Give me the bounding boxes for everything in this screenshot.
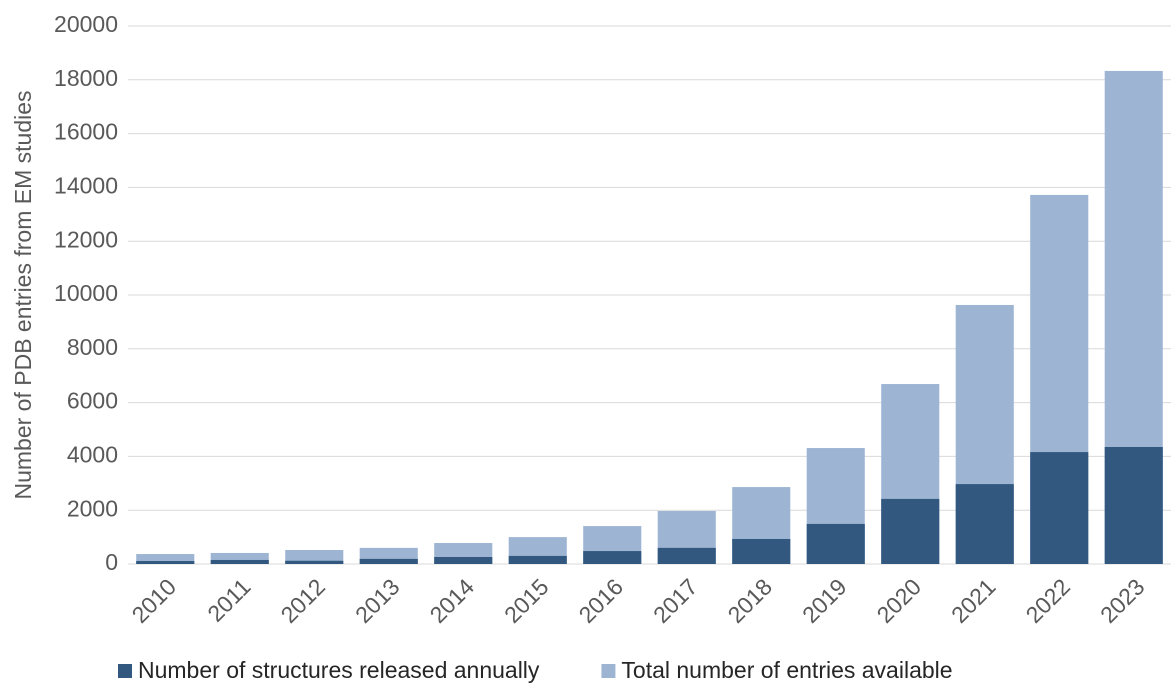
legend-swatch: [118, 664, 132, 678]
bar: [434, 557, 493, 564]
x-tick-label: 2013: [350, 573, 405, 628]
x-tick-label: 2016: [574, 573, 629, 628]
y-axis-label: Number of PDB entries from EM studies: [10, 90, 36, 499]
x-tick-label: 2015: [499, 573, 554, 628]
bar: [583, 551, 642, 564]
bar: [359, 558, 418, 564]
bar: [210, 559, 269, 564]
x-tick-label: 2020: [872, 573, 927, 628]
x-tick-label: 2014: [425, 573, 480, 628]
y-tick-label: 6000: [67, 388, 118, 414]
x-tick-label: 2021: [946, 573, 1001, 628]
bar: [136, 561, 195, 564]
y-tick-label: 12000: [54, 226, 118, 252]
y-tick-label: 0: [105, 549, 118, 575]
y-tick-label: 4000: [67, 441, 118, 467]
y-tick-label: 10000: [54, 280, 118, 306]
x-tick-label: 2023: [1095, 573, 1150, 628]
bar: [732, 538, 791, 564]
bar: [285, 560, 344, 564]
y-tick-label: 14000: [54, 172, 118, 198]
legend-text: Number of structures released annually: [138, 657, 540, 683]
bar: [657, 547, 716, 564]
x-tick-label: 2019: [797, 573, 852, 628]
bar: [1104, 446, 1163, 564]
bar: [210, 552, 269, 564]
legend-swatch: [601, 664, 616, 678]
legend-text: Total number of entries available: [621, 657, 952, 683]
x-tick-label: 2018: [723, 573, 778, 628]
bar: [955, 484, 1014, 564]
y-tick-label: 8000: [67, 334, 118, 360]
y-tick-label: 2000: [67, 495, 118, 521]
bar: [136, 554, 195, 564]
bar: [1030, 452, 1089, 564]
x-tick-label: 2012: [276, 573, 331, 628]
x-tick-label: 2017: [648, 573, 703, 628]
bar: [508, 555, 567, 564]
x-tick-label: 2022: [1021, 573, 1076, 628]
x-tick-label: 2010: [127, 573, 182, 628]
bar: [806, 523, 865, 564]
y-tick-label: 16000: [54, 119, 118, 145]
y-tick-label: 20000: [54, 11, 118, 37]
x-tick-label: 2011: [202, 573, 255, 626]
bar: [881, 498, 940, 564]
bar: [285, 550, 344, 564]
y-tick-label: 18000: [54, 65, 118, 91]
